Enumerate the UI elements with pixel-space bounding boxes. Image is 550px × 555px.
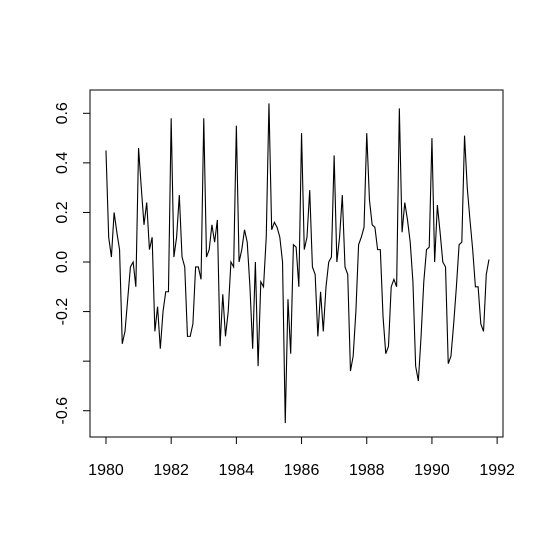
y-tick-label: 0.4: [54, 152, 71, 174]
plot-box: [89, 89, 504, 438]
x-tick-label: 1980: [88, 462, 124, 479]
x-tick-label: 1984: [219, 462, 255, 479]
x-tick-label: 1988: [349, 462, 385, 479]
y-tick-label: -0.6: [54, 397, 71, 425]
x-tick-label: 1990: [414, 462, 450, 479]
series-line: [105, 103, 490, 424]
x-tick-label: 1982: [153, 462, 189, 479]
x-tick-label: 1986: [284, 462, 320, 479]
x-tick-label: 1992: [479, 462, 515, 479]
y-tick-label: -0.2: [54, 298, 71, 326]
y-tick-label: 0.2: [54, 201, 71, 223]
y-tick-label: 0.0: [54, 251, 71, 273]
y-tick-label: 0.6: [54, 102, 71, 124]
